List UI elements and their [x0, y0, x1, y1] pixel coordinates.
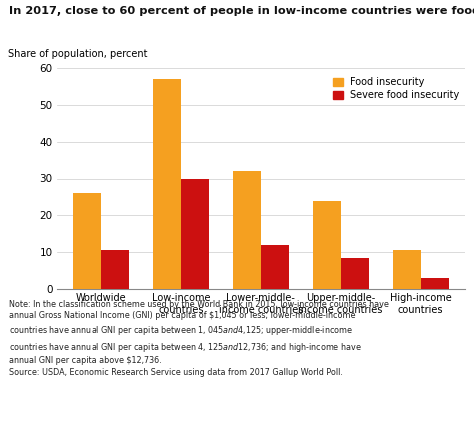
Text: Note: In the classification scheme used by the World Bank in 2015, low-income co: Note: In the classification scheme used …	[9, 300, 389, 377]
Bar	[313, 201, 341, 289]
Bar	[341, 258, 369, 289]
Bar	[153, 79, 181, 289]
Bar	[181, 178, 209, 289]
Bar	[73, 193, 101, 289]
Bar	[392, 250, 420, 289]
Text: Share of population, percent: Share of population, percent	[8, 49, 147, 59]
Bar	[233, 171, 261, 289]
Bar	[261, 245, 289, 289]
Bar	[101, 250, 129, 289]
Text: In 2017, close to 60 percent of people in low-income countries were food insecur: In 2017, close to 60 percent of people i…	[9, 6, 474, 17]
Bar	[420, 278, 448, 289]
Legend: Food insecurity, Severe food insecurity: Food insecurity, Severe food insecurity	[333, 77, 460, 100]
